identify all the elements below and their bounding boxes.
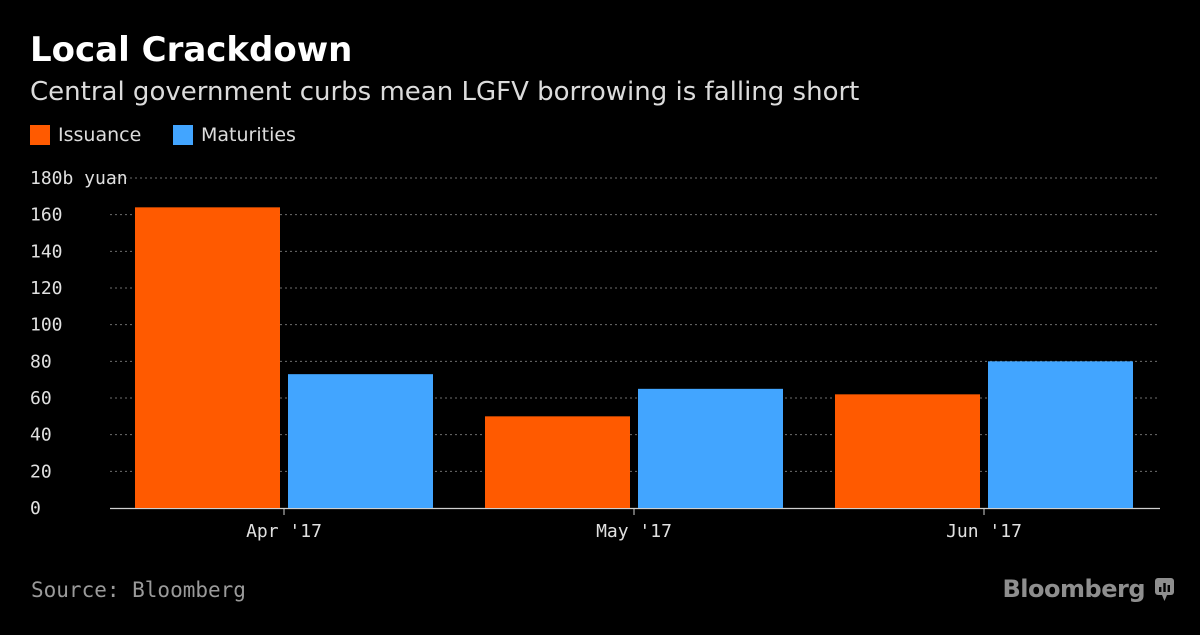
- legend-item-issuance: Issuance: [30, 122, 141, 148]
- legend-swatch-issuance: [30, 125, 50, 145]
- y-tick-label: 140: [30, 241, 63, 262]
- bar-issuance-2: [835, 394, 980, 508]
- bar-issuance-0: [135, 207, 280, 509]
- y-tick-label: 120: [30, 278, 63, 299]
- y-tick-label: 160: [30, 205, 63, 226]
- chart-title: Local Crackdown: [30, 30, 353, 70]
- bar-issuance-1: [485, 416, 630, 508]
- y-tick-label: 180b yuan: [30, 168, 128, 189]
- bar-maturities-0: [288, 374, 433, 508]
- legend-label-issuance: Issuance: [58, 124, 142, 146]
- y-tick-label: 100: [30, 315, 63, 336]
- legend-item-maturities: Maturities: [173, 122, 296, 148]
- source-note: Source: Bloomberg: [31, 578, 246, 602]
- chart-subtitle: Central government curbs mean LGFV borro…: [30, 77, 860, 107]
- bar-maturities-2: [988, 361, 1133, 508]
- y-tick-label: 0: [30, 498, 41, 519]
- legend-swatch-maturities: [173, 125, 193, 145]
- legend-label-maturities: Maturities: [201, 124, 296, 146]
- x-tick-label: Jun '17: [946, 521, 1022, 542]
- bar-maturities-1: [638, 388, 783, 508]
- bloomberg-terminal-icon: [1155, 578, 1174, 601]
- y-tick-label: 60: [30, 388, 52, 409]
- x-tick-label: Apr '17: [246, 521, 322, 542]
- y-tick-label: 20: [30, 461, 52, 482]
- bloomberg-logo: Bloomberg: [1002, 575, 1146, 603]
- y-tick-label: 40: [30, 425, 52, 446]
- x-tick-label: May '17: [596, 521, 672, 542]
- y-tick-label: 80: [30, 351, 52, 372]
